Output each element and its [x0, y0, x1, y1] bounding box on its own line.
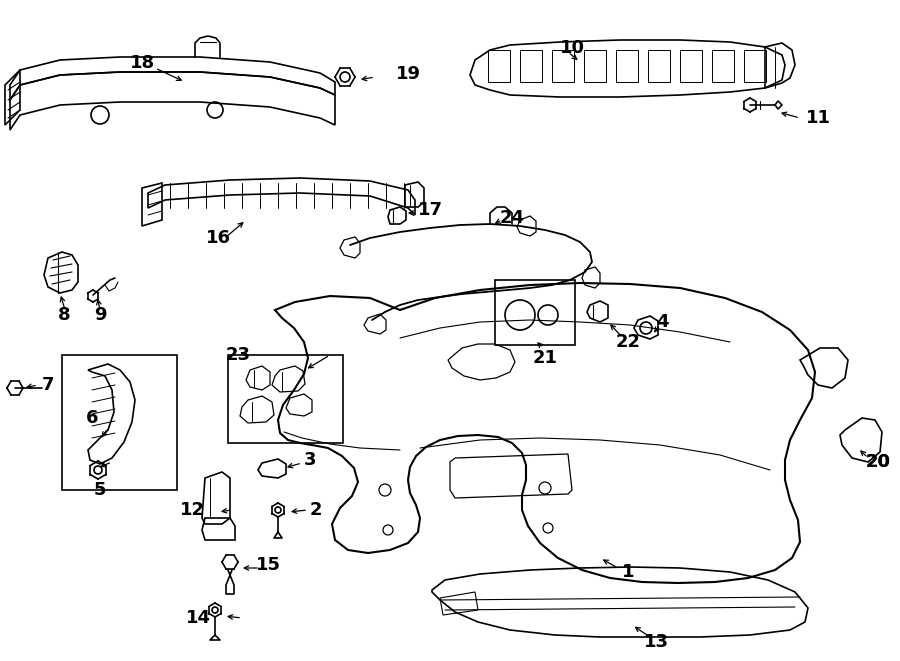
Text: 1: 1: [622, 563, 634, 581]
Bar: [552, 50, 574, 82]
Text: 15: 15: [256, 556, 281, 574]
Text: 6: 6: [86, 409, 98, 427]
Text: 7: 7: [41, 376, 54, 394]
Text: 11: 11: [806, 109, 831, 127]
Text: 20: 20: [866, 453, 890, 471]
Text: 18: 18: [130, 54, 156, 72]
Bar: [520, 50, 542, 82]
Bar: [488, 50, 510, 82]
Text: 20: 20: [866, 453, 890, 471]
Text: 16: 16: [205, 229, 230, 247]
Text: 2: 2: [310, 501, 322, 519]
Bar: [616, 50, 638, 82]
Text: 3: 3: [304, 451, 316, 469]
Text: 23: 23: [226, 346, 250, 364]
Text: 9: 9: [94, 306, 106, 324]
Text: 21: 21: [533, 349, 557, 367]
Bar: [584, 50, 606, 82]
Text: 22: 22: [616, 333, 641, 351]
Text: 24: 24: [500, 209, 525, 227]
Bar: [680, 50, 702, 82]
Text: 4: 4: [656, 313, 668, 331]
Bar: [648, 50, 670, 82]
Text: 17: 17: [418, 201, 443, 219]
Bar: [62, 355, 177, 490]
Bar: [744, 50, 766, 82]
Text: 12: 12: [179, 501, 204, 519]
Text: 13: 13: [644, 633, 669, 651]
Text: 5: 5: [94, 481, 106, 499]
Bar: [495, 280, 575, 345]
Bar: [228, 355, 343, 443]
Text: 14: 14: [185, 609, 211, 627]
Text: 8: 8: [58, 306, 70, 324]
Text: 10: 10: [560, 39, 584, 57]
Bar: [712, 50, 734, 82]
Text: 19: 19: [395, 65, 420, 83]
